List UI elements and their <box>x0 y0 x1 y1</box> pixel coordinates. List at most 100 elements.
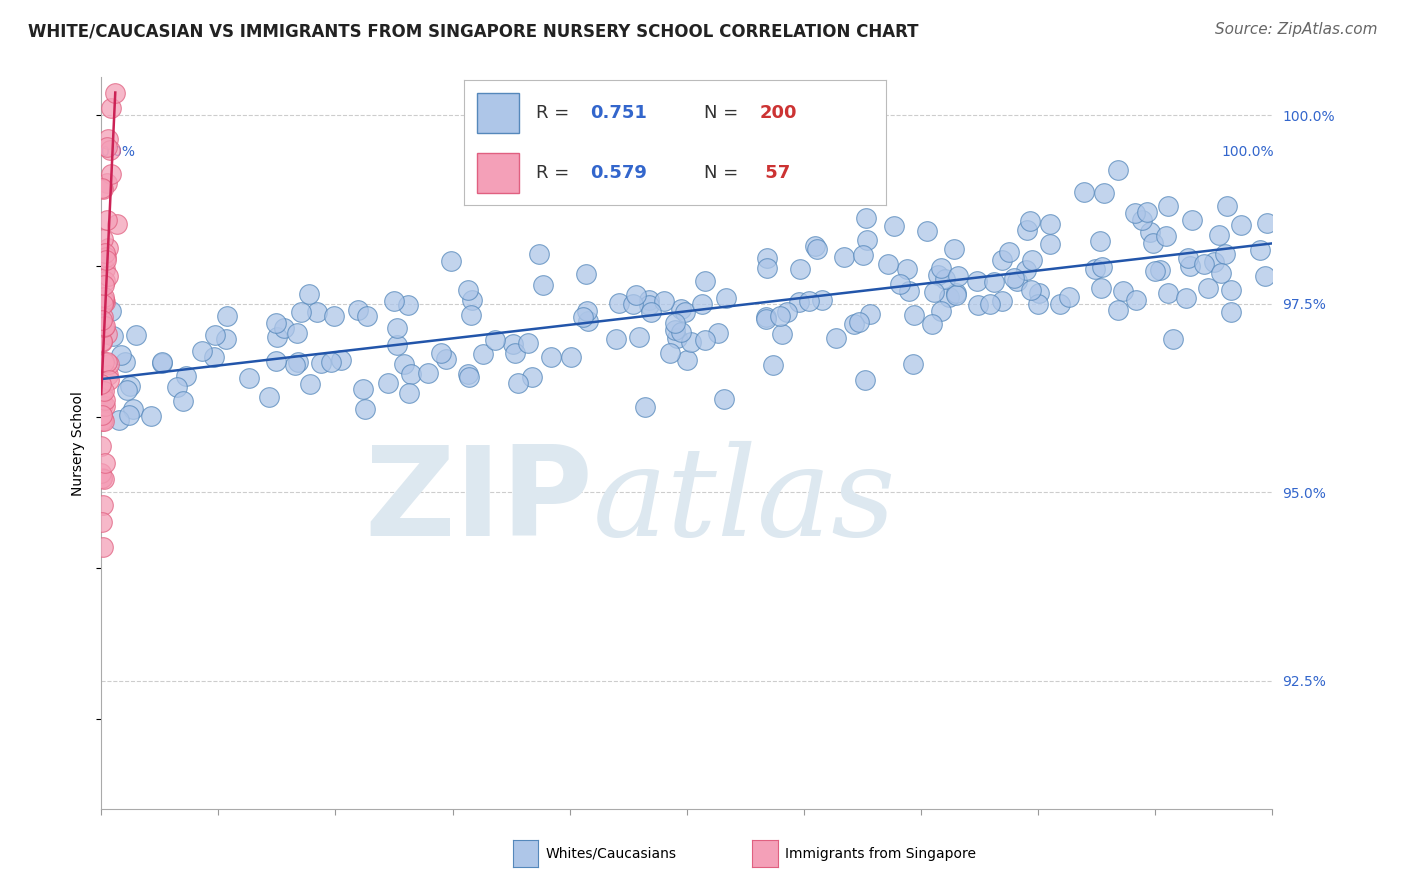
Point <box>91 312 114 326</box>
Point <box>385 338 408 352</box>
Point <box>93 384 115 399</box>
Point <box>575 267 598 281</box>
Text: N =: N = <box>704 103 744 121</box>
Point <box>877 256 900 270</box>
Point <box>810 293 832 307</box>
Point <box>152 355 174 369</box>
Point <box>101 329 124 343</box>
Point <box>461 293 484 307</box>
Point <box>979 297 1001 311</box>
Point <box>100 101 122 115</box>
Point <box>502 336 524 351</box>
Point <box>896 262 918 277</box>
Point <box>575 303 598 318</box>
Point <box>392 357 415 371</box>
Point <box>121 402 143 417</box>
Point <box>91 310 114 325</box>
Point <box>1094 186 1116 200</box>
Point <box>967 297 990 311</box>
Point <box>172 394 194 409</box>
Point <box>638 298 661 312</box>
Point <box>90 398 112 412</box>
Point <box>90 467 112 481</box>
Point <box>96 326 118 341</box>
Point <box>94 261 117 276</box>
Point <box>90 414 112 428</box>
Point <box>104 86 127 100</box>
Point <box>125 328 148 343</box>
Point <box>93 293 115 307</box>
Point <box>1254 269 1277 284</box>
Point <box>284 358 307 372</box>
Point <box>91 412 114 426</box>
Point <box>1017 222 1039 236</box>
Point <box>1130 213 1153 227</box>
Point <box>100 167 122 181</box>
Point <box>1208 228 1230 243</box>
Point <box>848 315 870 329</box>
Point <box>266 353 288 368</box>
Point <box>1161 332 1184 346</box>
Point <box>97 132 120 146</box>
Point <box>671 301 693 316</box>
Y-axis label: Nursery School: Nursery School <box>72 391 86 496</box>
Point <box>91 386 114 401</box>
Text: 0.579: 0.579 <box>591 164 647 182</box>
Point <box>273 320 295 334</box>
Point <box>90 440 112 454</box>
Point <box>215 309 238 323</box>
Point <box>1107 303 1129 318</box>
Point <box>110 348 132 362</box>
Point <box>990 293 1012 308</box>
Point <box>681 334 703 349</box>
Point <box>166 380 188 394</box>
Point <box>1021 252 1043 267</box>
Point <box>605 332 627 346</box>
Point <box>1192 256 1215 270</box>
Point <box>889 277 911 291</box>
Point <box>440 254 463 268</box>
Point <box>457 283 479 297</box>
Point <box>505 346 527 360</box>
Point <box>945 288 967 302</box>
Point <box>1091 260 1114 274</box>
Point <box>105 217 128 231</box>
Point <box>93 355 115 369</box>
Point <box>527 247 550 261</box>
Point <box>901 357 924 371</box>
Point <box>290 304 312 318</box>
Point <box>1028 285 1050 300</box>
Point <box>352 382 374 396</box>
Text: N =: N = <box>704 164 744 182</box>
Point <box>628 330 651 344</box>
Point <box>97 373 120 387</box>
Point <box>141 409 163 423</box>
Point <box>91 471 114 485</box>
Point <box>98 357 121 371</box>
Point <box>1157 285 1180 300</box>
Point <box>90 376 112 391</box>
Point <box>1112 284 1135 298</box>
Point <box>174 368 197 383</box>
Point <box>398 385 420 400</box>
Point <box>1005 274 1028 288</box>
Point <box>676 353 699 368</box>
Point <box>943 242 966 256</box>
Point <box>1015 263 1038 277</box>
Point <box>506 376 529 390</box>
Point <box>94 252 117 267</box>
Point <box>755 312 778 326</box>
Point <box>96 176 118 190</box>
Point <box>804 238 827 252</box>
Point <box>1142 235 1164 250</box>
Point <box>946 269 969 284</box>
Point <box>1021 283 1043 297</box>
Point <box>931 304 953 318</box>
Point <box>1139 226 1161 240</box>
Point <box>285 326 308 340</box>
Point <box>755 251 778 265</box>
Point <box>927 268 949 282</box>
Point <box>673 305 696 319</box>
Point <box>329 353 352 368</box>
Point <box>1175 292 1198 306</box>
